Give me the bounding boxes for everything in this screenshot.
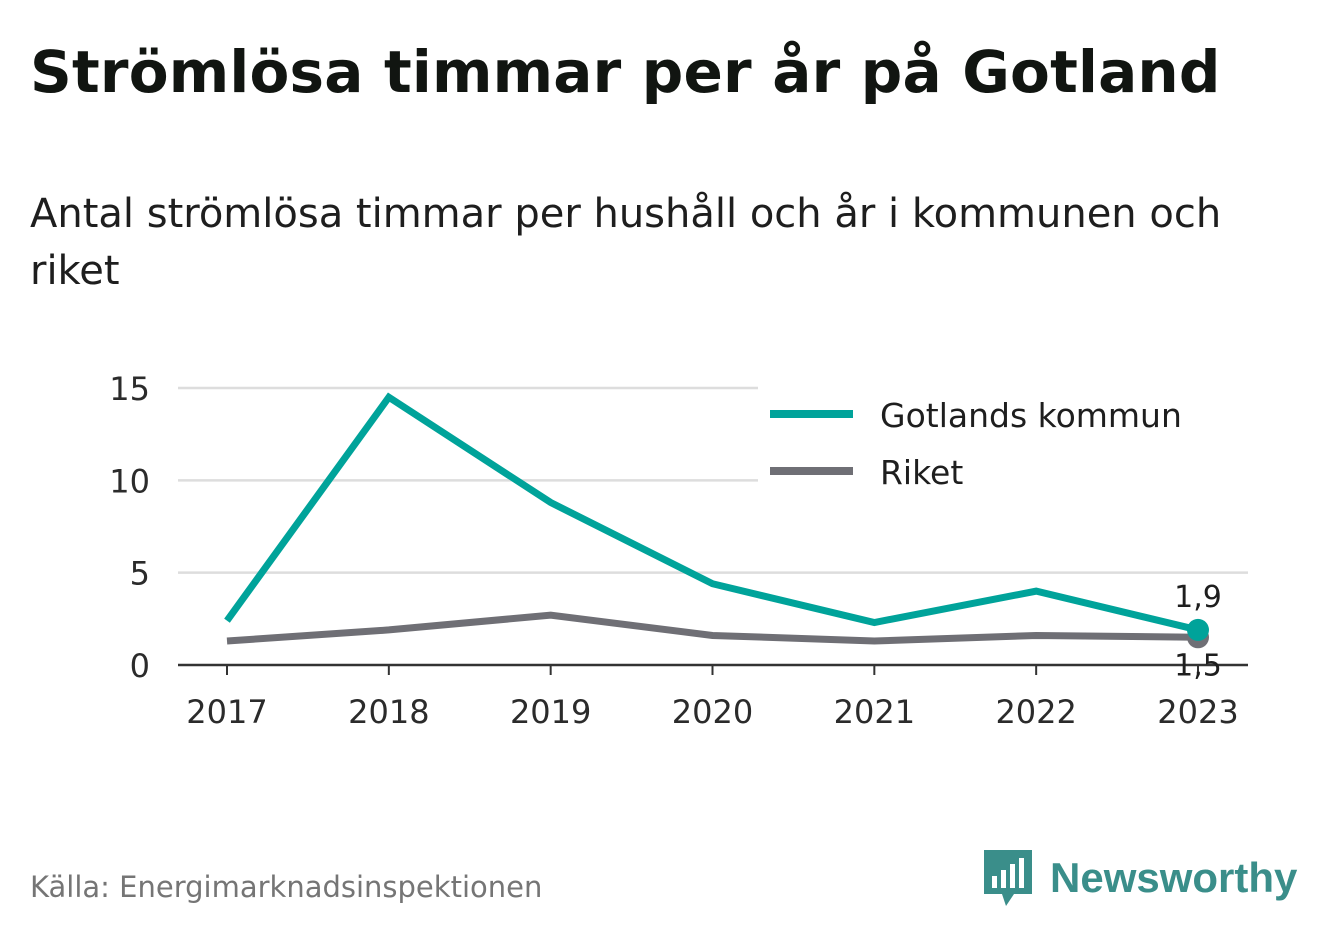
series-end-points [1187,618,1209,649]
legend-label-gotlands-kommun: Gotlands kommun [880,396,1182,435]
y-axis-ticks: 0 5 10 15 [109,370,150,685]
y-tick-label-5: 5 [130,555,150,593]
x-tick-label-2018: 2018 [348,693,429,731]
line-chart: 0 5 10 15 2017 2018 2019 2020 2021 2022 2023 Gotl… [109,370,1248,731]
x-tick-label-2021: 2021 [834,693,915,731]
x-tick-label-2019: 2019 [510,693,591,731]
chart-subtitle: Antal strömlösa timmar per hushåll och å… [30,191,1222,294]
source-note: Källa: Energimarknadsinspektionen [30,870,543,904]
x-tick-label-2020: 2020 [672,693,753,731]
series-line-gotlands-kommun [224,392,1199,634]
legend-background [758,384,1248,496]
series-line-riket [226,611,1199,645]
series-lines [224,392,1199,645]
x-tick-label-2023: 2023 [1157,693,1238,731]
bar-chart-speech-bubble-icon [984,850,1032,906]
end-point-gotlands-kommun [1187,618,1209,641]
brand-name: Newsworthy [1050,854,1298,901]
x-tick-label-2017: 2017 [186,693,267,731]
x-axis-ticks: 2017 2018 2019 2020 2021 2022 2023 [186,665,1239,731]
data-labels: 1,9 1,5 [1174,580,1222,683]
y-tick-label-10: 10 [109,462,150,500]
y-tick-label-15: 15 [109,370,150,408]
data-label-riket-2023: 1,5 [1174,648,1222,683]
data-label-gotlands-kommun-2023: 1,9 [1174,580,1222,615]
x-tick-label-2022: 2022 [995,693,1076,731]
newsworthy-logo: Newsworthy [980,846,1297,910]
y-tick-label-0: 0 [130,647,150,685]
chart-title: Strömlösa timmar per år på Gotland [30,38,1221,106]
legend: Gotlands kommun Riket [758,384,1248,496]
legend-label-riket: Riket [880,453,963,492]
